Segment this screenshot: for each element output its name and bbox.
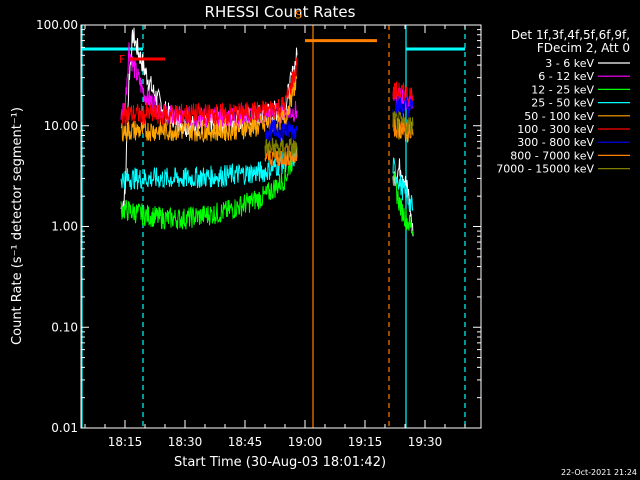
legend-entry-label: 25 - 50 keV [531,97,594,110]
y-axis: 0.01 0.10 1.00 10.00 100.00 [36,18,481,435]
legend-entry-label: 12 - 25 keV [531,83,594,96]
series-3 [120,148,414,213]
plot-annotations: FS [119,9,377,66]
series-5 [120,57,414,127]
legend-entry-label: 6 - 12 keV [538,70,594,83]
series-line [120,148,298,191]
legend-header-line-2: FDecim 2, Att 0 [537,41,630,55]
series-line [392,110,414,137]
series-7 [264,118,414,167]
series-line [120,57,298,127]
annotation-label-F: F [119,53,125,66]
series-2 [120,147,414,235]
y-tick-label: 0.10 [51,320,78,334]
y-tick-label: 0.01 [51,421,78,435]
series-line [392,81,414,107]
series-line [392,157,414,213]
y-tick-label: 10.00 [44,119,78,133]
legend-entry-label: 300 - 800 keV [517,136,594,149]
x-tick-label: 18:30 [168,435,203,449]
series-line [264,137,298,159]
x-axis: 18:15 18:30 18:45 19:00 19:15 19:30 [84,25,466,449]
legend: Det 1f,3f,4f,5f,6f,9f, FDecim 2, Att 0 3… [496,28,630,176]
series-line [392,118,414,138]
series-line [264,144,298,167]
y-tick-label: 100.00 [36,18,78,32]
series-line [264,117,298,142]
x-tick-label: 18:45 [228,435,263,449]
y-axis-label: Count Rate (s⁻¹ detector segment⁻¹) [10,107,25,345]
series-line [120,147,298,231]
legend-entry-label: 800 - 7000 keV [510,149,594,162]
legend-entry-label: 7000 - 15000 keV [496,163,594,176]
x-tick-label: 19:30 [408,435,443,449]
x-axis-label: Start Time (30-Aug-03 18:01:42) [174,455,386,470]
y-tick-label: 1.00 [51,220,78,234]
legend-header-line-1: Det 1f,3f,4f,5f,6f,9f, [511,28,630,42]
x-tick-label: 19:15 [348,435,383,449]
legend-entry-label: 3 - 6 keV [545,57,594,70]
legend-entry-label: 100 - 300 keV [517,123,594,136]
annotation-label-S: S [295,9,302,22]
footer-date: 22-Oct-2021 21:24 [561,468,637,477]
x-tick-label: 19:00 [288,435,323,449]
series-line [392,172,414,235]
chart-title: RHESSI Count Rates [205,3,356,21]
series-8 [264,110,414,159]
legend-entry-label: 50 - 100 keV [524,110,594,123]
plot-series [120,28,414,237]
x-tick-label: 18:15 [108,435,143,449]
